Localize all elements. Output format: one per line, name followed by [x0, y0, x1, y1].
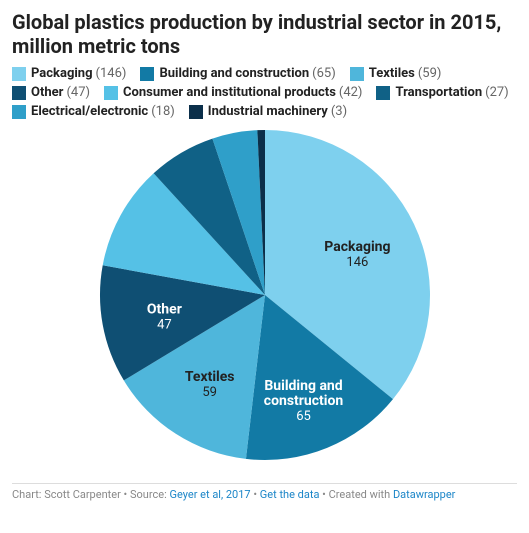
legend-swatch — [12, 105, 26, 119]
legend-swatch — [12, 86, 26, 100]
legend-swatch — [140, 67, 154, 81]
legend-swatch — [12, 67, 26, 81]
slice-value: 47 — [157, 317, 172, 332]
chart-title: Global plastics production by industrial… — [12, 10, 517, 58]
legend-item: Industrial machinery(3) — [189, 104, 347, 119]
legend-label: Packaging — [31, 66, 93, 81]
footer-created-with-label: Created with — [329, 488, 391, 501]
legend-item: Packaging(146) — [12, 66, 126, 81]
legend-label: Electrical/electronic — [31, 104, 148, 119]
legend-label: Textiles — [369, 66, 415, 81]
legend-swatch — [350, 67, 364, 81]
legend-value: (146) — [96, 66, 127, 81]
footer-created-with-link[interactable]: Datawrapper — [393, 488, 455, 501]
legend-item: Textiles(59) — [350, 66, 442, 81]
slice-label: Textiles — [184, 369, 234, 385]
slice-value: 65 — [296, 409, 311, 424]
legend: Packaging(146)Building and construction(… — [12, 66, 517, 119]
legend-item: Other(47) — [12, 85, 90, 100]
legend-value: (47) — [66, 85, 90, 100]
legend-value: (3) — [331, 104, 347, 119]
legend-swatch — [104, 86, 118, 100]
legend-value: (59) — [418, 66, 442, 81]
legend-label: Industrial machinery — [208, 104, 328, 119]
pie-chart: Packaging146 Building andconstruction65 Te… — [95, 125, 435, 465]
legend-label: Transportation — [395, 85, 482, 100]
legend-swatch — [376, 86, 390, 100]
legend-item: Electrical/electronic(18) — [12, 104, 175, 119]
footer-source-label: Source: — [130, 488, 167, 501]
slice-label: Other — [146, 301, 181, 317]
legend-value: (27) — [485, 85, 509, 100]
legend-value: (18) — [151, 104, 175, 119]
legend-label: Consumer and institutional products — [123, 85, 336, 100]
legend-item: Building and construction(65) — [140, 66, 335, 81]
slice-label: Building and — [264, 378, 342, 394]
legend-item: Consumer and institutional products(42) — [104, 85, 362, 100]
legend-item: Transportation(27) — [376, 85, 508, 100]
legend-value: (65) — [312, 66, 336, 81]
footer-chart-by: Scott Carpenter — [44, 488, 121, 501]
legend-value: (42) — [339, 85, 363, 100]
chart-footer: Chart: Scott Carpenter • Source: Geyer e… — [12, 483, 517, 501]
footer-source-link[interactable]: Geyer et al, 2017 — [169, 488, 250, 501]
chart-container: Global plastics production by industrial… — [0, 0, 529, 511]
legend-swatch — [189, 105, 203, 119]
slice-label: Packaging — [324, 239, 390, 255]
pie-area: Packaging146 Building andconstruction65 Te… — [12, 125, 517, 465]
footer-chart-by-label: Chart: — [12, 488, 41, 501]
slice-value: 146 — [346, 255, 368, 270]
slice-label: construction — [263, 393, 343, 409]
footer-get-data-link[interactable]: Get the data — [260, 488, 320, 501]
slice-value: 59 — [202, 385, 217, 400]
legend-label: Other — [31, 85, 63, 100]
legend-label: Building and construction — [159, 66, 309, 81]
